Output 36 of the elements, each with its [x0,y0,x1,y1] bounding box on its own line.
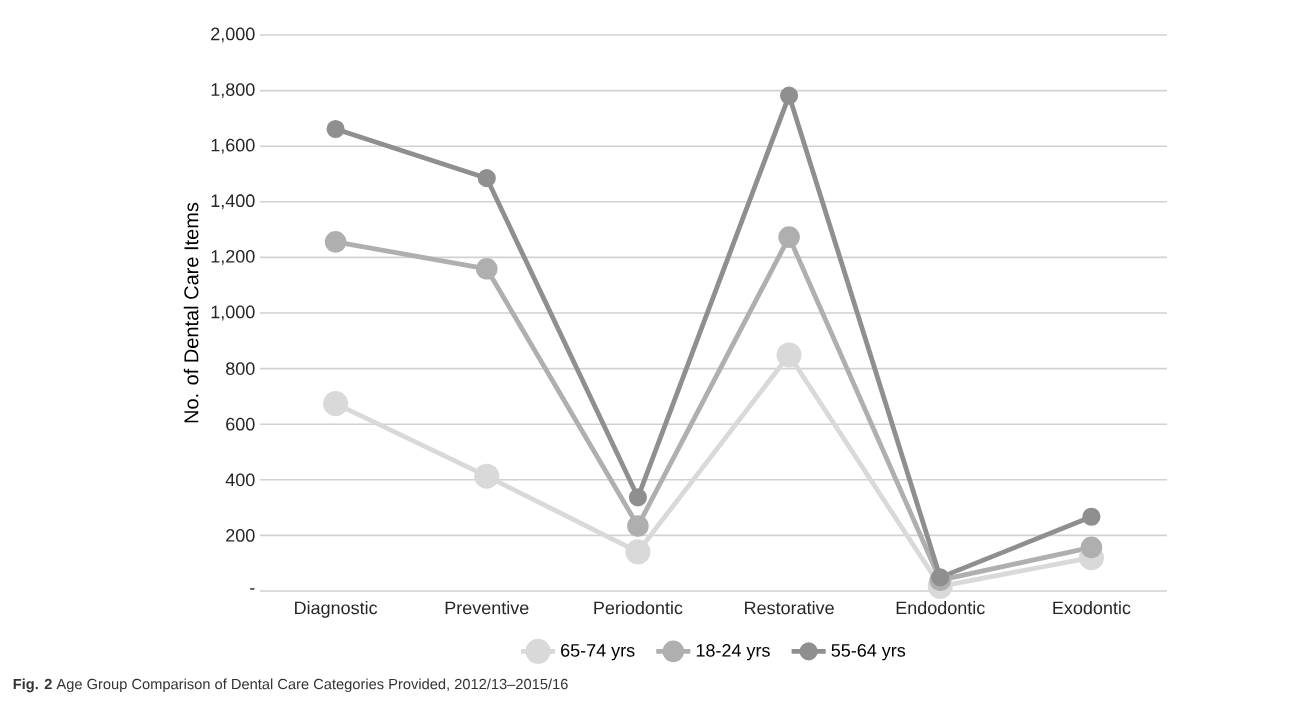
x-tick-label: Preventive [445,601,529,615]
point [627,515,649,537]
y-tick-label: 1,400 [211,194,255,210]
text: Fig. 2 Age Group Comparison of Dental Care Categories Provided, 2012/13–2015/16 [13,678,568,693]
point [778,226,800,248]
y-tick-label: 1,200 [211,249,255,265]
y-tick-label: 800 [226,362,255,375]
point [475,258,498,280]
point [323,391,349,417]
y-tick-label: 1,000 [211,305,255,321]
y-tick-label: - [250,588,255,590]
y-tick-label: 1,800 [211,83,255,99]
point [326,119,345,139]
x-tick-label: Periodontic [594,601,683,615]
x-tick-label: Restorative [745,601,834,615]
legend-label: 65-74 yrs [561,644,635,661]
legend-label: 18-24 yrs [696,644,770,661]
y-tick-label: 600 [226,417,255,431]
point [780,86,799,105]
point [628,488,647,507]
point [474,463,500,489]
y-tick-label: 200 [226,529,255,542]
point [1082,507,1101,526]
point [477,169,496,188]
legend-label: 55-64 yrs [831,644,906,661]
point [1080,536,1103,559]
y-tick-label: 400 [225,473,255,487]
point [776,342,802,368]
x-tick-label: Diagnostic [295,601,378,618]
x-tick-label: Exodontic [1053,601,1131,615]
point [625,539,651,565]
y-tick-label: 2,000 [211,27,255,43]
point [324,231,347,253]
y-axis-title: No. of Dental Care Items [183,202,199,423]
x-tick-label: Endodontic [896,601,985,615]
y-tick-label: 1,600 [211,138,255,154]
